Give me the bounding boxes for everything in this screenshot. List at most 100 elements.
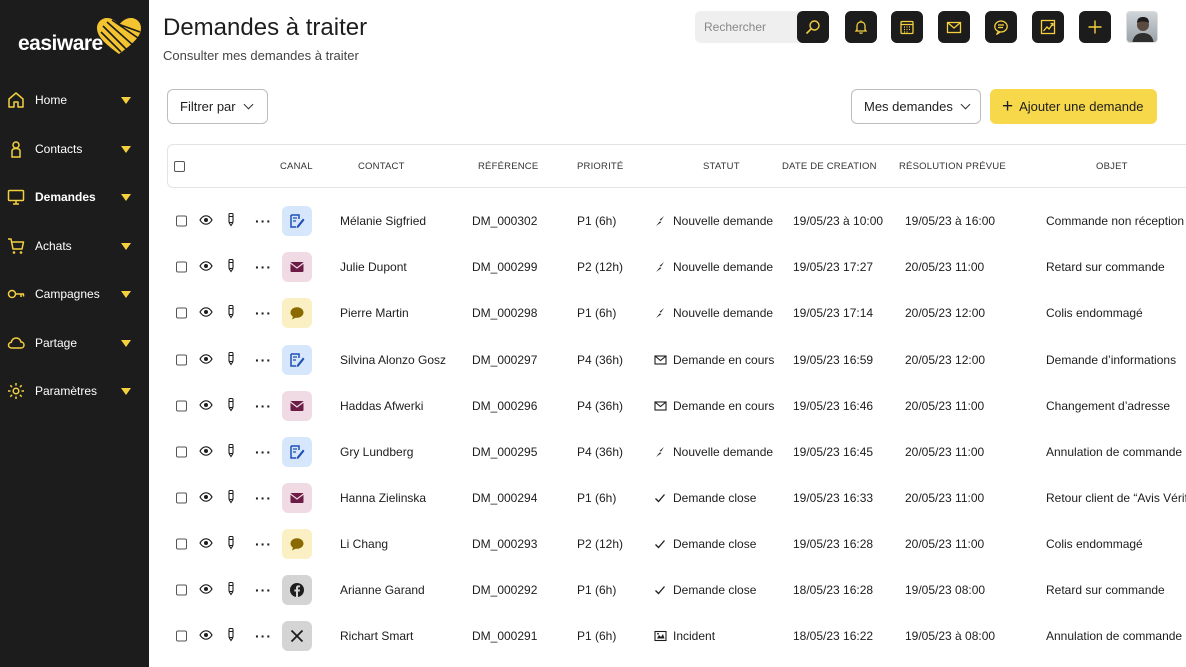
row-checkbox[interactable] — [176, 584, 187, 596]
more-icon[interactable]: ··· — [255, 305, 272, 321]
sidebar-item-campagnes[interactable]: Campagnes — [0, 270, 149, 319]
more-icon[interactable]: ··· — [255, 628, 272, 644]
chevron-down-icon[interactable] — [121, 194, 131, 202]
reference-cell[interactable]: DM_000291 — [472, 629, 538, 643]
chevron-down-icon[interactable] — [121, 291, 131, 299]
row-checkbox[interactable] — [176, 538, 187, 550]
chevron-down-icon[interactable] — [121, 339, 131, 347]
eye-icon[interactable] — [199, 629, 213, 643]
column-header-objet[interactable]: OBJET — [1096, 161, 1128, 172]
notifications-button[interactable] — [845, 11, 877, 43]
table-row[interactable]: ··· Mélanie Sigfried DM_000302 P1 (6h) Nouve… — [163, 198, 1186, 244]
sidebar-item-home[interactable]: Home — [0, 76, 149, 125]
sidebar-item-parametres[interactable]: Paramètres — [0, 367, 149, 416]
more-icon[interactable]: ··· — [255, 259, 272, 275]
pen-icon[interactable] — [227, 627, 235, 645]
pen-icon[interactable] — [227, 535, 235, 553]
chat-button[interactable] — [985, 11, 1017, 43]
contact-cell[interactable]: Arianne Garand — [340, 583, 425, 597]
eye-icon[interactable] — [199, 353, 213, 367]
view-dropdown[interactable]: Mes demandes — [851, 89, 981, 124]
more-icon[interactable]: ··· — [255, 352, 272, 368]
table-row[interactable]: ··· Silvina Alonzo Gosz DM_000297 P4 (36h) D… — [163, 337, 1186, 383]
pen-icon[interactable] — [227, 351, 235, 369]
contact-cell[interactable]: Pierre Martin — [340, 306, 409, 320]
contact-cell[interactable]: Li Chang — [340, 537, 389, 551]
table-row[interactable]: ··· Arianne Garand DM_000292 P1 (6h) Demande… — [163, 567, 1186, 613]
contact-cell[interactable]: Mélanie Sigfried — [340, 214, 427, 228]
column-header-resolution[interactable]: RÉSOLUTION PRÉVUE — [899, 161, 1006, 172]
chevron-down-icon[interactable] — [121, 388, 131, 396]
more-icon[interactable]: ··· — [255, 536, 272, 552]
row-checkbox[interactable] — [176, 446, 187, 458]
column-header-reference[interactable]: RÉFÉRENCE — [478, 161, 539, 172]
calendar-button[interactable] — [891, 11, 923, 43]
reference-cell[interactable]: DM_000302 — [472, 214, 538, 228]
reference-cell[interactable]: DM_000295 — [472, 445, 538, 459]
reference-cell[interactable]: DM_000296 — [472, 399, 538, 413]
search-button[interactable] — [797, 11, 829, 43]
row-checkbox[interactable] — [176, 261, 187, 273]
reference-cell[interactable]: DM_000292 — [472, 583, 538, 597]
pen-icon[interactable] — [227, 258, 235, 276]
row-checkbox[interactable] — [176, 215, 187, 227]
contact-cell[interactable]: Richart Smart — [340, 629, 414, 643]
contact-cell[interactable]: Julie Dupont — [340, 260, 407, 274]
sidebar-item-achats[interactable]: Achats — [0, 222, 149, 271]
stats-button[interactable] — [1032, 11, 1064, 43]
reference-cell[interactable]: DM_000297 — [472, 353, 538, 367]
column-header-priorite[interactable]: PRIORITÉ — [577, 161, 624, 172]
table-row[interactable]: ··· Richart Smart DM_000291 P1 (6h) Incident… — [163, 613, 1186, 659]
more-icon[interactable]: ··· — [255, 213, 272, 229]
column-header-statut[interactable]: STATUT — [703, 161, 740, 172]
column-header-canal[interactable]: CANAL — [280, 161, 313, 172]
column-header-date-creation[interactable]: DATE DE CREATION — [782, 161, 877, 172]
eye-icon[interactable] — [199, 583, 213, 597]
pen-icon[interactable] — [227, 304, 235, 322]
add-button[interactable] — [1079, 11, 1111, 43]
chevron-down-icon[interactable] — [121, 145, 131, 153]
pen-icon[interactable] — [227, 581, 235, 599]
reference-cell[interactable]: DM_000299 — [472, 260, 538, 274]
sidebar-item-demandes[interactable]: Demandes — [0, 173, 149, 222]
more-icon[interactable]: ··· — [255, 398, 272, 414]
eye-icon[interactable] — [199, 537, 213, 551]
table-row[interactable]: ··· Gry Lundberg DM_000295 P4 (36h) Nouvelle… — [163, 429, 1186, 475]
row-checkbox[interactable] — [176, 400, 187, 412]
column-header-contact[interactable]: CONTACT — [358, 161, 405, 172]
eye-icon[interactable] — [199, 306, 213, 320]
reference-cell[interactable]: DM_000298 — [472, 306, 538, 320]
eye-icon[interactable] — [199, 260, 213, 274]
table-row[interactable]: ··· Haddas Afwerki DM_000296 P4 (36h) Demand… — [163, 383, 1186, 429]
pen-icon[interactable] — [227, 212, 235, 230]
row-checkbox[interactable] — [176, 307, 187, 319]
pen-icon[interactable] — [227, 489, 235, 507]
table-row[interactable]: ··· Julie Dupont DM_000299 P2 (12h) Nouvelle… — [163, 244, 1186, 290]
eye-icon[interactable] — [199, 445, 213, 459]
search-input[interactable] — [695, 11, 797, 43]
eye-icon[interactable] — [199, 399, 213, 413]
select-all-checkbox[interactable] — [174, 161, 185, 172]
more-icon[interactable]: ··· — [255, 582, 272, 598]
contact-cell[interactable]: Silvina Alonzo Gosz — [340, 353, 447, 367]
more-icon[interactable]: ··· — [255, 444, 272, 460]
filter-dropdown[interactable]: Filtrer par — [167, 89, 268, 124]
pen-icon[interactable] — [227, 397, 235, 415]
table-row[interactable]: ··· Pierre Martin DM_000298 P1 (6h) Nouvelle… — [163, 290, 1186, 336]
reference-cell[interactable]: DM_000293 — [472, 537, 538, 551]
row-checkbox[interactable] — [176, 354, 187, 366]
add-request-button[interactable]: + Ajouter une demande — [990, 89, 1157, 124]
row-checkbox[interactable] — [176, 492, 187, 504]
sidebar-item-contacts[interactable]: Contacts — [0, 125, 149, 174]
table-row[interactable]: ··· Li Chang DM_000293 P2 (12h) Demande clos… — [163, 521, 1186, 567]
contact-cell[interactable]: Gry Lundberg — [340, 445, 414, 459]
eye-icon[interactable] — [199, 214, 213, 228]
reference-cell[interactable]: DM_000294 — [472, 491, 538, 505]
chevron-down-icon[interactable] — [121, 97, 131, 105]
mail-button[interactable] — [938, 11, 970, 43]
avatar[interactable] — [1126, 11, 1158, 43]
contact-cell[interactable]: Haddas Afwerki — [340, 399, 424, 413]
table-row[interactable]: ··· Hanna Zielinska DM_000294 P1 (6h) Demand… — [163, 475, 1186, 521]
more-icon[interactable]: ··· — [255, 490, 272, 506]
row-checkbox[interactable] — [176, 630, 187, 642]
